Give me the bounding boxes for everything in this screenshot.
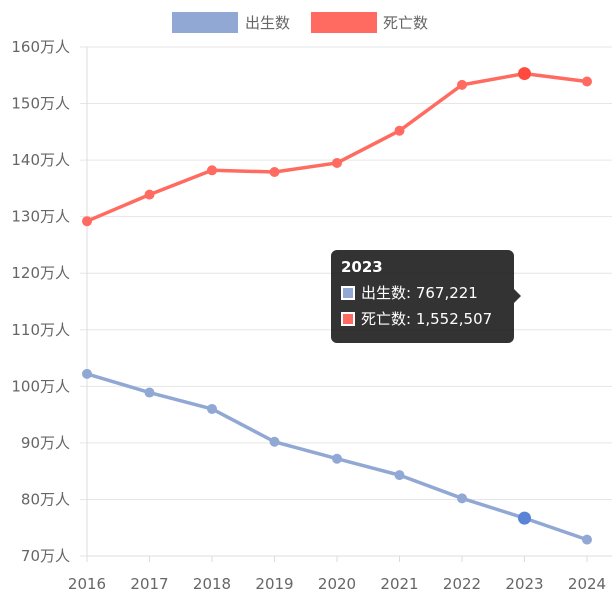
y-tick-label-4: 120万人 xyxy=(11,264,70,282)
tooltip-swatch-births xyxy=(341,286,355,300)
data-point-0-1 xyxy=(144,387,155,398)
data-point-1-1 xyxy=(144,189,155,200)
data-points xyxy=(82,67,592,545)
data-point-1-6 xyxy=(457,79,467,90)
data-point-0-7 xyxy=(518,511,531,525)
x-tick-label-4: 2020 xyxy=(318,575,356,593)
y-tick-label-0: 160万人 xyxy=(11,38,70,56)
tooltip-swatch-deaths xyxy=(341,312,355,326)
y-tick-label-2: 140万人 xyxy=(11,151,70,169)
data-point-0-8 xyxy=(582,534,592,545)
y-tick-label-3: 130万人 xyxy=(11,208,70,226)
y-tick-label-5: 110万人 xyxy=(11,321,70,339)
axes: 160万人 150万人 140万人 130万人 120万人 110万人 100万人 90万人 8… xyxy=(11,38,612,593)
y-tick-label-6: 100万人 xyxy=(11,377,70,395)
tooltip-row-deaths: 死亡数: 1,552,507 xyxy=(341,310,504,328)
legend: 出生数 死亡数 xyxy=(172,12,428,33)
series-line-1 xyxy=(85,71,589,223)
x-tick-label-0: 2016 xyxy=(68,575,106,593)
y-tick-label-9: 70万人 xyxy=(21,547,70,565)
data-point-1-8 xyxy=(582,76,592,87)
tooltip-row-births: 出生数: 767,221 xyxy=(341,284,504,302)
x-tick-label-5: 2021 xyxy=(380,575,418,593)
tooltip-text-deaths: 死亡数: 1,552,507 xyxy=(361,310,493,328)
x-tick-label-6: 2022 xyxy=(443,575,481,593)
tooltip-text-births: 出生数: 767,221 xyxy=(361,284,478,302)
data-point-0-6 xyxy=(457,493,467,504)
data-point-0-5 xyxy=(394,470,405,481)
data-point-1-5 xyxy=(394,125,405,136)
data-point-1-0 xyxy=(82,216,92,227)
data-point-0-4 xyxy=(332,453,342,464)
legend-label-0: 出生数 xyxy=(245,14,290,32)
legend-swatch-1 xyxy=(311,12,377,33)
x-tick-label-1: 2017 xyxy=(130,575,168,593)
data-point-0-3 xyxy=(269,436,280,447)
data-point-0-2 xyxy=(207,403,217,414)
y-tick-label-7: 90万人 xyxy=(21,434,70,452)
data-point-1-4 xyxy=(332,157,342,168)
tooltip: 2023 出生数: 767,221 死亡数: 1,552,507 xyxy=(331,250,521,343)
x-tick-label-2: 2018 xyxy=(193,575,231,593)
data-point-1-3 xyxy=(269,166,280,177)
y-tick-label-8: 80万人 xyxy=(21,490,70,508)
legend-swatch-0 xyxy=(172,12,238,33)
legend-label-1: 死亡数 xyxy=(383,14,428,32)
y-tick-label-1: 150万人 xyxy=(11,95,70,113)
tooltip-title: 2023 xyxy=(341,258,383,276)
x-tick-label-3: 2019 xyxy=(255,575,293,593)
data-point-1-7 xyxy=(518,67,531,81)
data-point-1-2 xyxy=(207,165,217,176)
x-tick-label-8: 2024 xyxy=(568,575,606,593)
x-tick-label-7: 2023 xyxy=(505,575,543,593)
data-point-0-0 xyxy=(82,368,92,379)
